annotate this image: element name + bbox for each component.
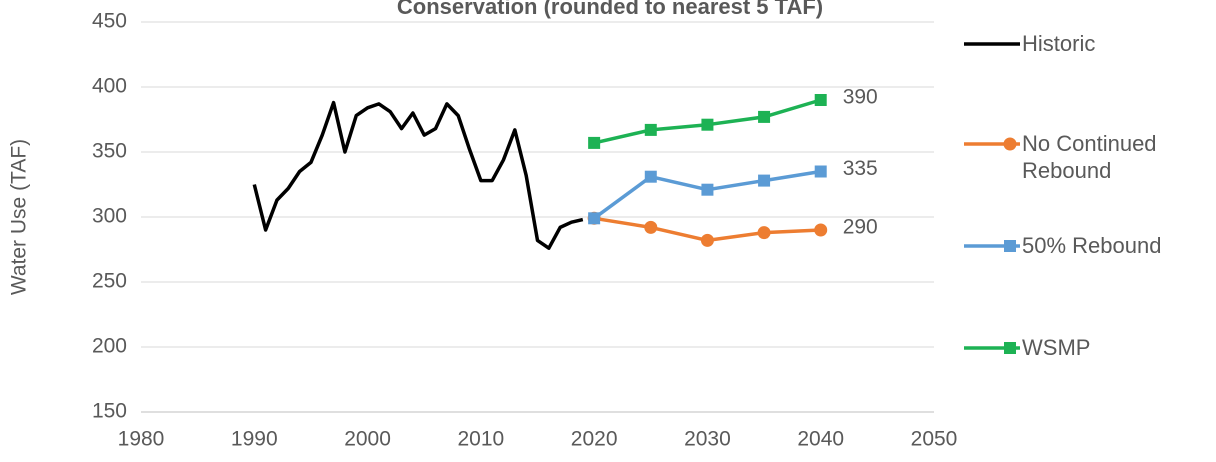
marker [814,223,828,237]
legend-item: 50% Rebound [962,232,1212,259]
y-tick-label: 400 [92,75,127,98]
x-tick-label: 1990 [231,428,278,451]
marker [814,165,827,178]
chart-title: Conservation (rounded to nearest 5 TAF) [397,0,823,19]
marker [588,212,601,225]
marker [757,226,771,240]
marker [758,174,771,187]
x-tick-label: 2040 [797,428,844,451]
y-tick-label: 450 [92,10,127,33]
series-line [252,100,584,250]
data-label: 390 [843,86,878,109]
marker [1004,342,1016,354]
marker [1004,240,1016,252]
x-tick-label: 2030 [684,428,731,451]
x-tick-label: 2010 [457,428,504,451]
x-tick-label: 2050 [911,428,958,451]
legend-label: No Continued Rebound [1022,131,1157,183]
legend-item: WSMP [962,334,1212,361]
marker [644,123,657,136]
data-label: 335 [843,157,878,180]
data-label: 290 [843,216,878,239]
legend-swatch [964,137,1020,151]
x-tick-label: 2000 [344,428,391,451]
marker [701,118,714,131]
legend-swatch [964,240,1020,252]
legend-label: 50% Rebound [1022,233,1162,258]
legend-item: Historic [962,30,1212,57]
y-tick-label: 300 [92,205,127,228]
legend-swatch [964,42,1020,46]
x-tick-label: 2020 [571,428,618,451]
y-tick-label: 150 [92,400,127,423]
marker [644,170,657,183]
marker [701,183,714,196]
legend-swatch [964,342,1020,354]
y-tick-label: 350 [92,140,127,163]
marker [814,94,827,106]
legend-item: No Continued Rebound [962,130,1212,184]
legend-label: Historic [1022,31,1096,56]
marker [700,233,714,247]
marker [1003,137,1017,151]
y-tick-label: 200 [92,335,127,358]
x-tick-label: 1980 [118,428,165,451]
y-tick-label: 250 [92,270,127,293]
marker [588,136,601,149]
y-axis-label: Water Use (TAF) [8,139,31,295]
chart: Conservation (rounded to nearest 5 TAF) … [8,0,958,451]
marker [758,110,771,123]
legend-label: WSMP [1022,335,1091,360]
marker [644,220,658,234]
